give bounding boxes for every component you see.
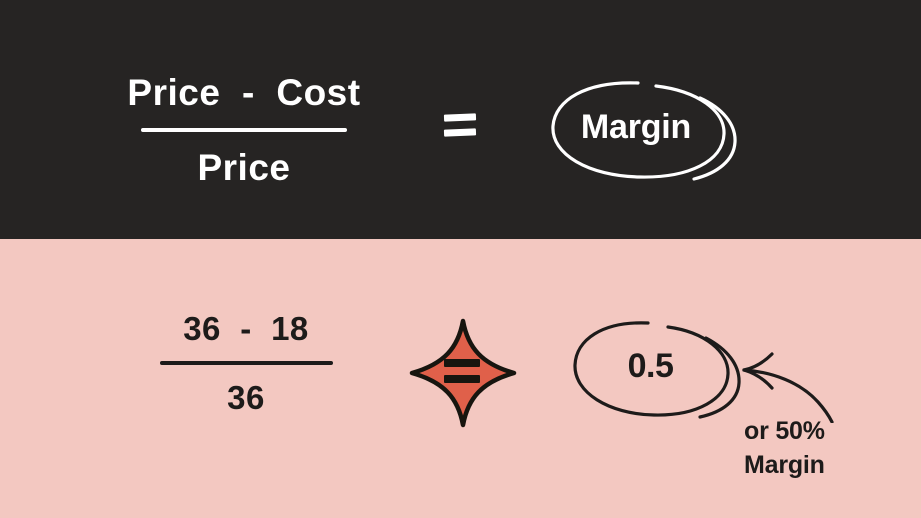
annotation-line-1: or 50%	[744, 417, 825, 445]
margin-annotation: or 50% Margin	[744, 415, 921, 483]
result-value: 0.5	[627, 347, 674, 385]
annotation-line-2: Margin	[744, 450, 825, 479]
equals-sign-icon-bottom	[408, 359, 518, 389]
formula-fraction-bar	[141, 128, 347, 132]
hand-drawn-ellipse-icon	[573, 321, 741, 419]
equals-diamond-badge	[408, 318, 518, 428]
margin-label: Margin	[580, 108, 692, 146]
formula-denominator: Price	[197, 147, 291, 188]
margin-result-group: Margin	[546, 76, 746, 184]
equals-bar-upper	[444, 359, 480, 367]
equals-bar-lower	[443, 128, 477, 137]
equals-bar-upper	[443, 113, 477, 122]
example-fraction: 36 - 18 36	[146, 312, 346, 414]
example-denominator: 36	[227, 379, 265, 416]
equals-bar-lower	[444, 375, 480, 383]
formula-numerator: Price - Cost	[127, 72, 361, 113]
result-value-group: 0.5	[568, 316, 758, 424]
curved-arrow-icon	[742, 352, 834, 423]
four-point-star-icon	[409, 318, 517, 428]
equals-sign-icon	[443, 110, 484, 146]
example-fraction-bar	[159, 361, 333, 365]
margin-formula-fraction: Price - Cost Price	[96, 74, 392, 186]
hand-drawn-ellipse-icon	[551, 81, 737, 181]
example-numerator: 36 - 18	[183, 310, 309, 347]
